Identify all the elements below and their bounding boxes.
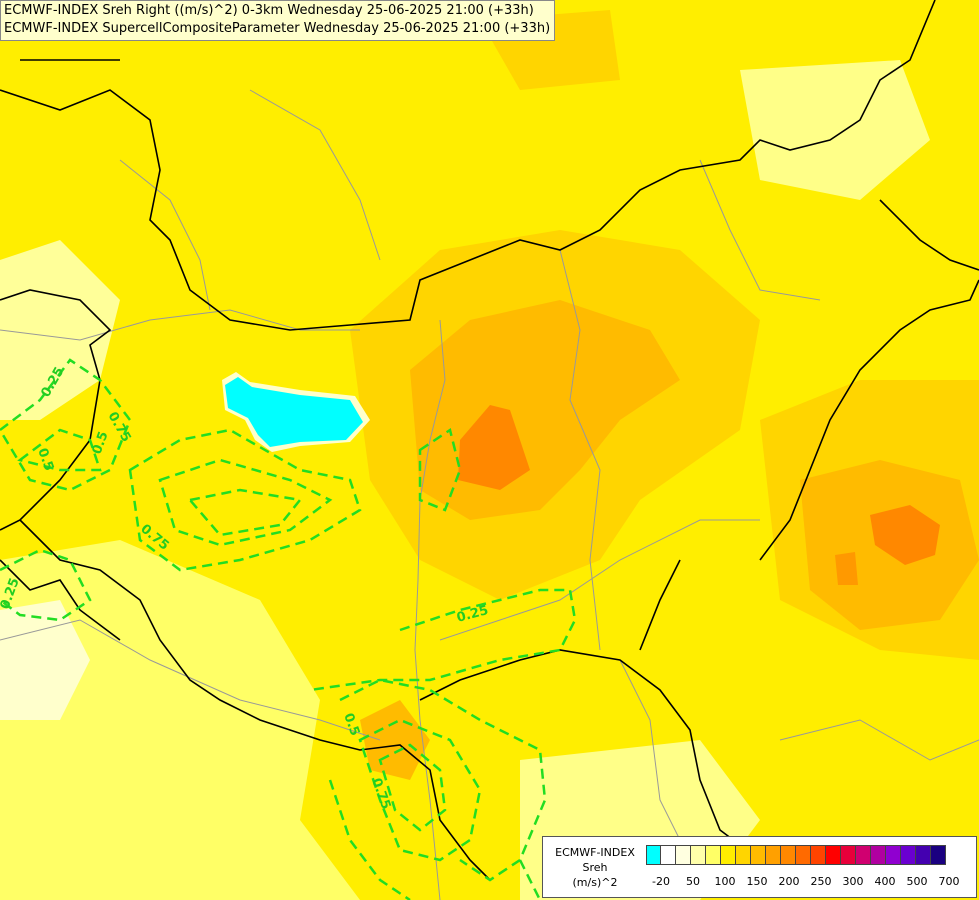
legend-swatch (766, 845, 781, 865)
contour-label: 0.5 (90, 430, 112, 457)
country-borders (0, 0, 979, 881)
legend-title-line: ECMWF-INDEX (555, 846, 635, 859)
legend-swatch (676, 845, 691, 865)
legend-swatch (841, 845, 856, 865)
legend-swatch (796, 845, 811, 865)
legend-tick-label: 400 (874, 875, 896, 888)
legend-swatch (871, 845, 886, 865)
sreh-field-250-central (458, 405, 530, 490)
legend-swatch (736, 845, 751, 865)
legend-swatch (826, 845, 841, 865)
legend-title-line: (m/s)^2 (572, 876, 618, 889)
legend-tick-label: 50 (686, 875, 700, 888)
map-title-line-2: ECMWF-INDEX SupercellCompositeParameter … (4, 21, 551, 36)
legend-swatch (931, 845, 946, 865)
legend-swatch (886, 845, 901, 865)
legend-swatch (811, 845, 826, 865)
sreh-field-200-south (360, 700, 430, 780)
legend-tick-label: 700 (938, 875, 960, 888)
legend-swatch (781, 845, 796, 865)
legend-title: ECMWF-INDEX Sreh (m/s)^2 (547, 845, 643, 890)
map-title-line-1: ECMWF-INDEX Sreh Right ((m/s)^2) 0-3km W… (4, 3, 534, 18)
legend-swatch (751, 845, 766, 865)
legend-swatch (721, 845, 736, 865)
sreh-field-250-east (870, 505, 940, 565)
contour-label: 0.5 (340, 711, 362, 738)
legend-tick-label: 300 (842, 875, 864, 888)
map-title-box: ECMWF-INDEX Sreh Right ((m/s)^2) 0-3km W… (0, 0, 556, 41)
legend-swatch (691, 845, 706, 865)
legend-tick-label: 500 (906, 875, 928, 888)
legend-swatch (916, 845, 931, 865)
legend-swatch (901, 845, 916, 865)
legend-swatch (661, 845, 676, 865)
sreh-field-lowest-southwest (0, 600, 90, 720)
legend-swatches (646, 845, 946, 865)
legend-title-line: Sreh (582, 861, 608, 874)
legend-swatch (856, 845, 871, 865)
legend-tick-labels: -20 50 100 150 200 250 300 400 500 700 (643, 875, 973, 889)
legend-tick-label: 250 (810, 875, 832, 888)
lake-cyan-area (225, 377, 363, 447)
contour-label: 0.5 (34, 446, 56, 473)
legend-tick-label: -20 (652, 875, 670, 888)
sreh-field-250-small (835, 552, 858, 585)
legend-swatch (646, 845, 661, 865)
color-legend: ECMWF-INDEX Sreh (m/s)^2 -20 50 100 150 200 2… (542, 836, 977, 898)
legend-tick-label: 150 (746, 875, 768, 888)
legend-tick-label: 100 (714, 875, 736, 888)
legend-swatch (706, 845, 721, 865)
sreh-field-low-west (0, 240, 120, 420)
sreh-field-low-southwest (0, 540, 360, 900)
legend-tick-label: 200 (778, 875, 800, 888)
sreh-field-low-north (740, 60, 930, 200)
scp-contours (0, 358, 577, 900)
